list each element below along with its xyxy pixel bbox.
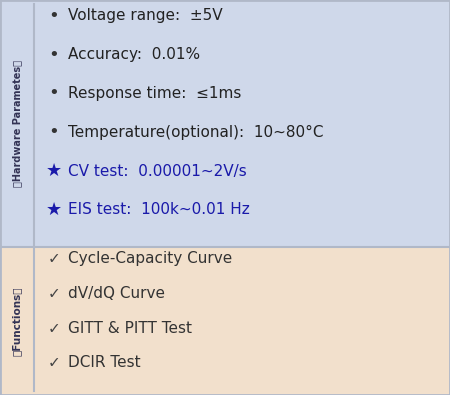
Text: ✓: ✓ [48, 286, 60, 301]
Text: ✓: ✓ [48, 356, 60, 371]
Text: ✓: ✓ [48, 251, 60, 266]
Text: ✓: ✓ [48, 321, 60, 336]
Text: GITT & PITT Test: GITT & PITT Test [68, 321, 192, 336]
Text: ★: ★ [46, 162, 62, 180]
Text: Cycle-Capacity Curve: Cycle-Capacity Curve [68, 251, 232, 266]
Text: DCIR Test: DCIR Test [68, 356, 140, 371]
Text: •: • [49, 85, 59, 102]
Text: •: • [49, 7, 59, 25]
Text: •: • [49, 45, 59, 64]
Text: CV test:  0.00001~2V/s: CV test: 0.00001~2V/s [68, 164, 246, 179]
Text: ★: ★ [46, 201, 62, 219]
Text: Response time:  ≤1ms: Response time: ≤1ms [68, 86, 241, 101]
Text: dV/dQ Curve: dV/dQ Curve [68, 286, 165, 301]
Text: 【Functions】: 【Functions】 [12, 286, 22, 356]
Text: 【Hardware Parametes】: 【Hardware Parametes】 [12, 60, 22, 187]
Bar [0, 0, 450, 247]
Bar [0, 247, 450, 395]
Text: Voltage range:  ±5V: Voltage range: ±5V [68, 8, 222, 23]
Text: •: • [49, 123, 59, 141]
Text: Temperature(optional):  10~80°C: Temperature(optional): 10~80°C [68, 125, 323, 140]
Text: Accuracy:  0.01%: Accuracy: 0.01% [68, 47, 200, 62]
Text: EIS test:  100k~0.01 Hz: EIS test: 100k~0.01 Hz [68, 202, 249, 217]
